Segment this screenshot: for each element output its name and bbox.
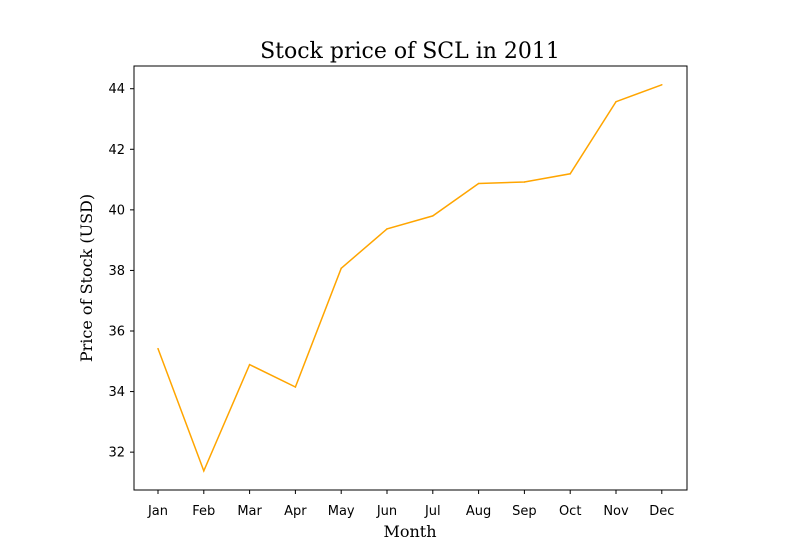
y-tick-label: 44: [108, 82, 125, 97]
y-tick-label: 32: [108, 446, 125, 461]
x-tick-label: Mar: [237, 504, 262, 519]
data-point: [157, 347, 159, 350]
x-axis: Jan Feb Mar Apr May Jun Jul Aug Sep Oct Nov Dec: [147, 490, 674, 519]
series-line: [157, 84, 663, 473]
series-layer: [157, 84, 663, 473]
y-tick-label: 40: [108, 203, 125, 218]
x-tick-label: Dec: [649, 504, 674, 519]
data-point: [248, 363, 251, 366]
x-tick-label: Jul: [424, 504, 441, 519]
data-point: [661, 84, 663, 86]
y-tick-label: 42: [108, 143, 125, 158]
chart-title: Stock price of SCL in 2011: [260, 39, 560, 64]
y-axis-label: Price of Stock (USD): [77, 194, 96, 362]
x-tick-label: Aug: [466, 504, 491, 519]
x-tick-label: Apr: [284, 504, 307, 519]
x-tick-label: Sep: [512, 504, 537, 519]
data-point: [569, 173, 571, 175]
y-axis: 32 34 36 38 40 42 44: [108, 82, 134, 461]
data-point: [615, 100, 617, 103]
y-tick-label: 38: [108, 264, 125, 279]
y-tick-label: 36: [108, 325, 125, 340]
y-tick-label: 34: [108, 385, 125, 400]
data-point: [203, 470, 205, 472]
x-tick-label: Oct: [559, 504, 581, 519]
x-tick-label: Nov: [603, 504, 629, 519]
data-point: [523, 181, 526, 183]
x-axis-label: Month: [383, 522, 436, 541]
x-tick-label: Feb: [192, 504, 215, 519]
data-point: [432, 215, 434, 217]
data-point: [340, 267, 342, 270]
x-tick-label: Jan: [147, 504, 168, 519]
data-point: [386, 228, 388, 230]
plot-area: [133, 65, 688, 491]
x-tick-label: May: [328, 504, 355, 519]
data-point: [477, 182, 480, 185]
data-point: [294, 386, 297, 388]
x-tick-label: Jun: [376, 504, 397, 519]
